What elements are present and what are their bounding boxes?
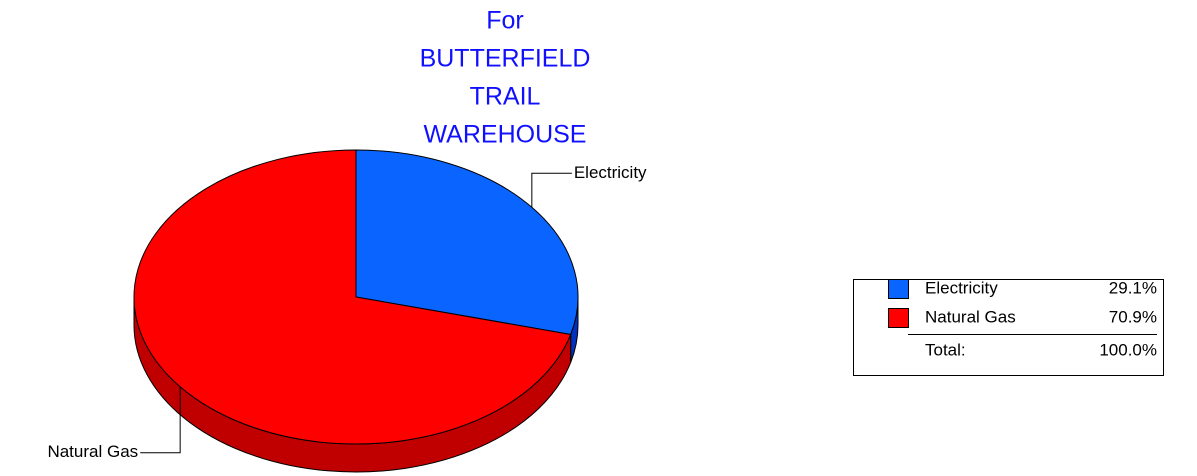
- slice: [355, 149, 579, 336]
- legend-value: 29.1%: [1109, 278, 1157, 297]
- legend-swatch: [888, 308, 909, 328]
- legend-label: Natural Gas: [925, 307, 1016, 326]
- slice-label: Electricity: [574, 163, 647, 182]
- leader-line: [531, 172, 572, 208]
- slice-label: Natural Gas: [47, 442, 138, 461]
- leader-line: [140, 386, 181, 454]
- legend-label: Electricity: [925, 278, 998, 297]
- chart-title: WAREHOUSE: [424, 121, 587, 149]
- legend-total-value: 100.0%: [1099, 340, 1157, 359]
- chart-title: TRAIL: [470, 83, 541, 111]
- legend-swatch: [888, 279, 909, 299]
- chart-title: For: [486, 7, 524, 35]
- chart-title: BUTTERFIELD: [420, 45, 591, 73]
- legend-value: 70.9%: [1109, 307, 1157, 326]
- legend-total-label: Total:: [925, 340, 966, 359]
